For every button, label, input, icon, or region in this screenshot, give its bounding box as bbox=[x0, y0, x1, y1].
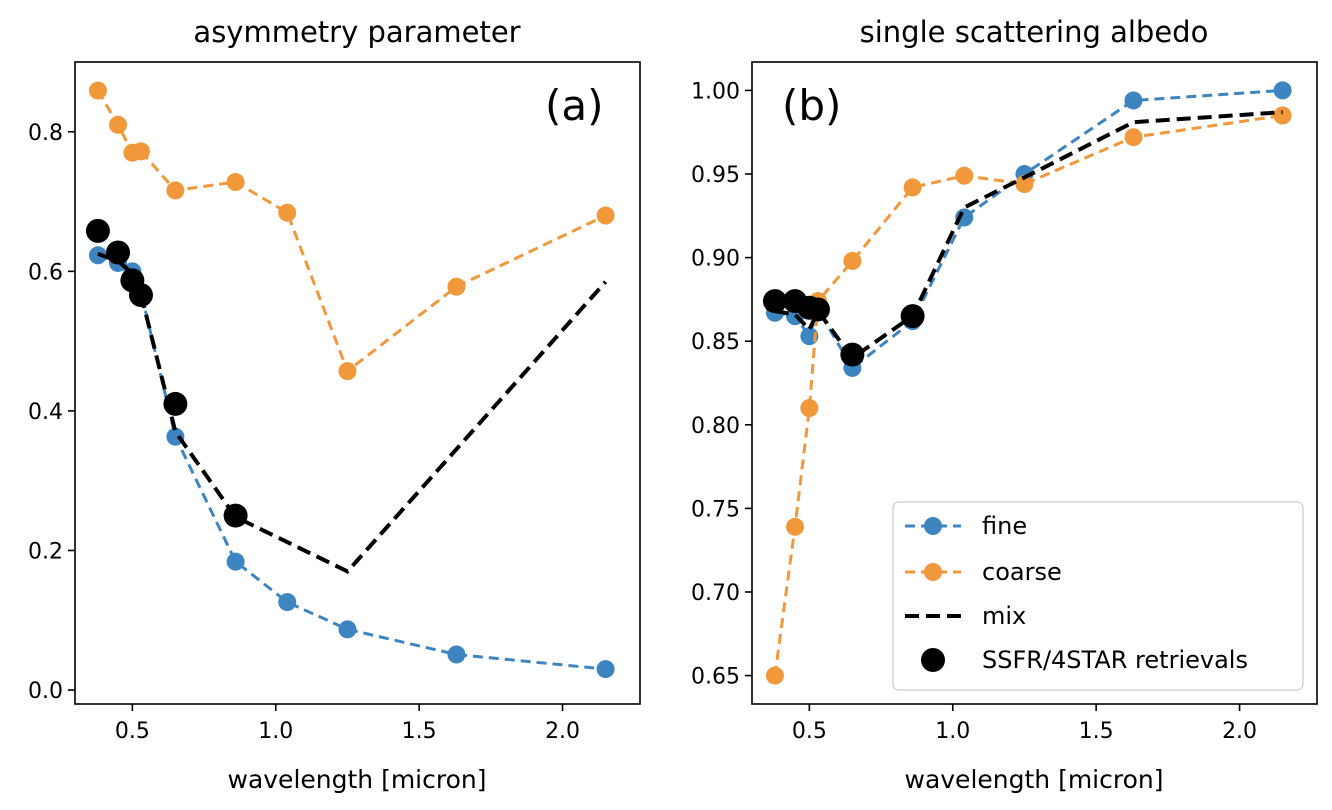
data-point bbox=[1124, 91, 1143, 110]
x-axis-label: wavelength [micron] bbox=[228, 765, 487, 794]
series-line bbox=[773, 114, 1283, 676]
legend-label: coarse bbox=[982, 558, 1062, 586]
legend-marker bbox=[921, 648, 945, 672]
legend-entry-mix: mix bbox=[905, 602, 1026, 630]
x-tick-label: 1.0 bbox=[258, 719, 293, 744]
series-fine bbox=[88, 246, 615, 679]
chart-title: asymmetry parameter bbox=[193, 15, 520, 49]
y-tick-label: 0.75 bbox=[691, 497, 740, 522]
data-point bbox=[278, 203, 297, 222]
data-point bbox=[226, 173, 245, 192]
x-tick-label: 0.5 bbox=[115, 719, 150, 744]
series-line bbox=[774, 88, 1283, 371]
data-point bbox=[1015, 175, 1034, 194]
data-point bbox=[338, 620, 357, 639]
data-point bbox=[447, 277, 466, 296]
data-point bbox=[128, 283, 153, 308]
data-point bbox=[596, 660, 615, 679]
legend-entry-coarse: coarse bbox=[905, 558, 1062, 586]
legend-entry-retrievals: SSFR/4STAR retrievals bbox=[921, 646, 1248, 674]
axis-ticks: 0.5 1.0 1.5 2.0 0.65 0.70 0.75 0.80 0.85 0.90 0.95… bbox=[691, 79, 1257, 744]
y-tick-label: 0.70 bbox=[691, 581, 740, 606]
panel-single-scattering-albedo: single scattering albedo 0.5 1.0 1.5 2.0 0.6… bbox=[691, 15, 1318, 794]
legend-label: SSFR/4STAR retrievals bbox=[982, 646, 1248, 674]
y-tick-label: 0.65 bbox=[691, 665, 740, 690]
data-point bbox=[131, 142, 150, 161]
data-point bbox=[163, 391, 188, 416]
data-point bbox=[805, 297, 830, 322]
x-tick-label: 2.0 bbox=[1222, 719, 1257, 744]
y-tick-label: 0.6 bbox=[28, 260, 63, 285]
x-tick-label: 0.5 bbox=[792, 719, 827, 744]
x-tick-label: 1.0 bbox=[935, 719, 970, 744]
y-tick-label: 1.00 bbox=[691, 79, 740, 104]
x-tick-label: 2.0 bbox=[545, 719, 580, 744]
data-point bbox=[765, 666, 784, 685]
y-tick-label: 0.8 bbox=[28, 121, 63, 146]
data-point bbox=[955, 166, 974, 185]
y-tick-label: 0.95 bbox=[691, 163, 740, 188]
data-point bbox=[903, 178, 922, 197]
legend-marker bbox=[924, 563, 942, 581]
data-point bbox=[900, 304, 925, 329]
data-point bbox=[447, 645, 466, 664]
x-axis-label: wavelength [micron] bbox=[905, 765, 1164, 794]
plot-frame bbox=[74, 61, 641, 705]
axis-ticks: 0.5 1.0 1.5 2.0 0.0 0.2 0.4 0.6 0.8 bbox=[28, 121, 580, 744]
legend-frame bbox=[892, 501, 1304, 691]
series-line bbox=[97, 253, 606, 671]
data-point bbox=[226, 552, 245, 571]
legend-entry-fine: fine bbox=[905, 512, 1027, 540]
legend: fine coarse mix SSFR/4STAR retrievals bbox=[892, 501, 1304, 691]
panel-label: (b) bbox=[782, 81, 841, 130]
y-tick-label: 0.85 bbox=[691, 330, 740, 355]
series-coarse bbox=[88, 81, 615, 381]
data-point bbox=[223, 503, 248, 528]
data-point bbox=[88, 81, 107, 100]
series-mix bbox=[774, 110, 1283, 361]
data-point bbox=[762, 289, 787, 314]
x-tick-label: 1.5 bbox=[402, 719, 437, 744]
chart-title: single scattering albedo bbox=[860, 15, 1209, 49]
data-point bbox=[1273, 81, 1292, 100]
legend-label: fine bbox=[982, 512, 1027, 540]
y-tick-label: 0.90 bbox=[691, 247, 740, 272]
data-point bbox=[1273, 106, 1292, 125]
series-line bbox=[774, 110, 1283, 361]
data-point bbox=[109, 115, 128, 134]
data-point bbox=[1124, 128, 1143, 147]
panel-label: (a) bbox=[545, 81, 604, 130]
panel-asymmetry-parameter: asymmetry parameter 0.5 1.0 1.5 2.00.00.20.… bbox=[28, 15, 641, 794]
data-point bbox=[278, 593, 297, 612]
legend-label: mix bbox=[982, 602, 1026, 630]
series-layer bbox=[762, 81, 1292, 685]
plot-frame bbox=[751, 61, 1318, 705]
data-point bbox=[840, 342, 865, 367]
y-tick-label: 0.0 bbox=[28, 679, 63, 704]
legend-marker bbox=[924, 517, 942, 535]
data-point bbox=[85, 218, 110, 243]
data-point bbox=[166, 181, 185, 200]
y-tick-label: 0.4 bbox=[28, 400, 63, 425]
data-point bbox=[800, 399, 819, 418]
y-tick-label: 0.80 bbox=[691, 414, 740, 439]
series-ssfr-4star-retrievals bbox=[762, 289, 925, 367]
data-point bbox=[106, 240, 131, 265]
series-ssfr-4star-retrievals bbox=[85, 218, 248, 528]
series-line bbox=[96, 89, 607, 374]
data-point bbox=[786, 517, 805, 536]
data-point bbox=[338, 362, 357, 381]
data-point bbox=[596, 206, 615, 225]
x-tick-label: 1.5 bbox=[1079, 719, 1114, 744]
y-tick-label: 0.2 bbox=[28, 539, 63, 564]
series-layer bbox=[85, 81, 615, 679]
data-point bbox=[843, 251, 862, 270]
